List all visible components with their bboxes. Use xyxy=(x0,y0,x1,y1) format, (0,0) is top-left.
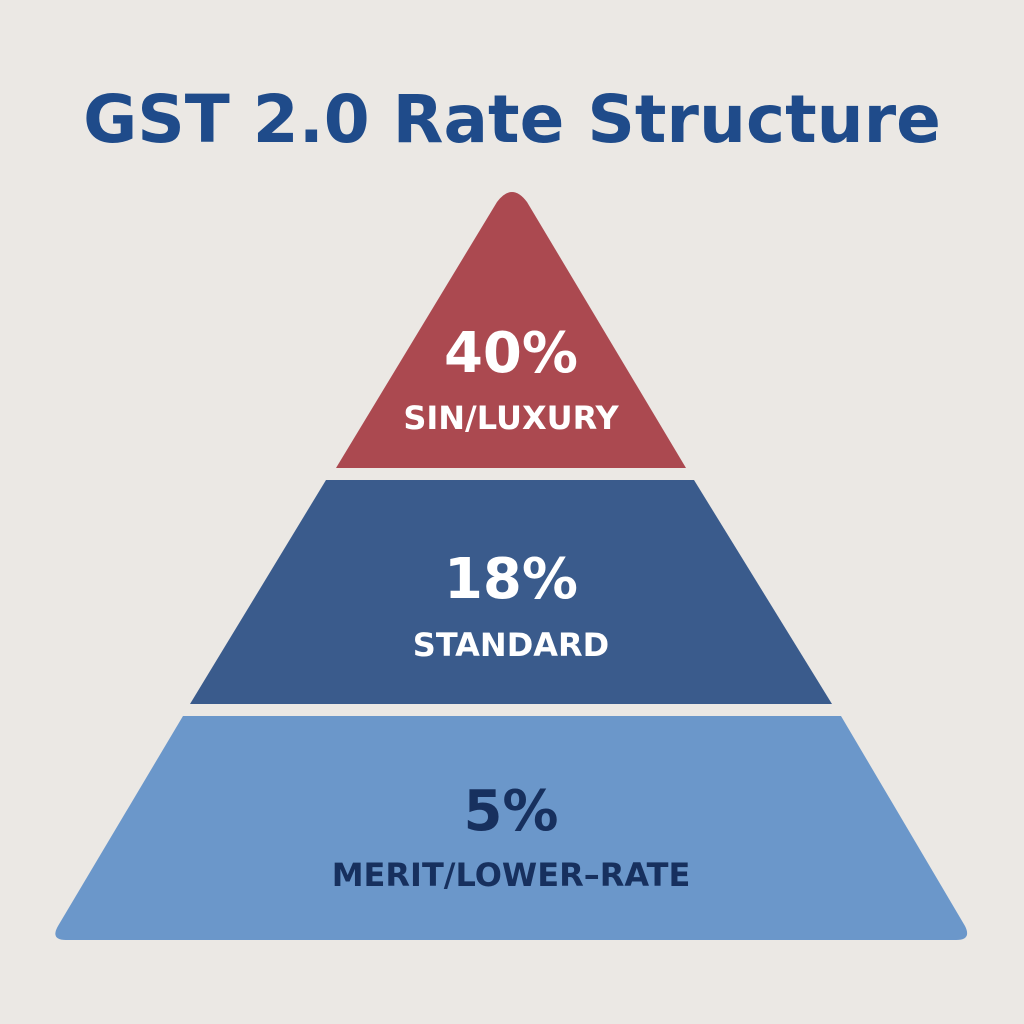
tier-middle-shape xyxy=(190,480,832,704)
page-title: GST 2.0 Rate Structure xyxy=(83,81,941,158)
tier-middle-label: STANDARD xyxy=(413,626,609,664)
tier-middle-rate: 18% xyxy=(444,547,578,612)
tier-top-label: SIN/LUXURY xyxy=(403,399,619,437)
tier-top-shape xyxy=(336,192,686,468)
tier-top-rate: 40% xyxy=(444,321,578,386)
tier-bottom-label: MERIT/LOWER–RATE xyxy=(332,856,691,894)
tier-bottom-shape xyxy=(55,716,968,940)
tier-bottom-rate: 5% xyxy=(463,779,558,844)
